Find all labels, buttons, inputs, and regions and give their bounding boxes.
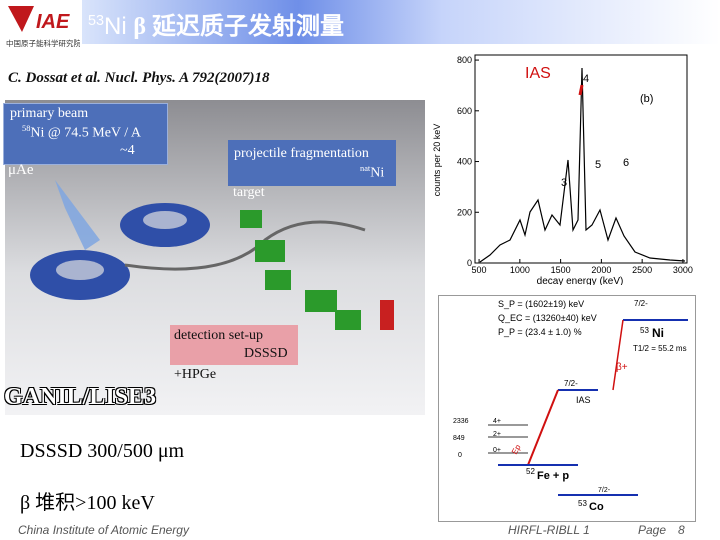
target-mass: nat	[360, 164, 371, 173]
target: target	[233, 185, 265, 200]
pp: P_P = (23.4 ± 1.0) %	[498, 327, 582, 337]
footer-institute: China Institute of Atomic Energy	[18, 523, 189, 537]
x-tick-label: 3000	[673, 265, 693, 275]
target-element: Ni	[370, 165, 385, 181]
detection: detection set-up	[174, 328, 264, 343]
parent: Ni	[652, 326, 664, 340]
y-tick-label: 200	[457, 207, 472, 217]
level-energy: 2336	[453, 418, 469, 425]
footer-page-label: Page	[638, 523, 667, 537]
y-tick-label: 800	[457, 55, 472, 65]
beam-current: ~4	[120, 143, 135, 158]
beta: β+	[616, 362, 628, 373]
final-mass: 53	[578, 499, 587, 508]
fragmentation: projectile fragmentation	[234, 146, 369, 161]
level-spin: 4+	[493, 418, 501, 425]
reference: C. Dossat et al. Nucl. Phys. A 792(2007)…	[8, 70, 270, 86]
primary-beam: primary beam	[10, 106, 89, 121]
svg-text:IAE: IAE	[36, 11, 70, 33]
footer-project: HIRFL-RIBLL 1	[508, 523, 590, 537]
ias-arrow	[578, 84, 584, 96]
qec: Q_EC = (13260±40) keV	[498, 313, 597, 323]
parent-spin: 7/2-	[634, 299, 648, 308]
sp: S_P = (1602±19) keV	[498, 299, 584, 309]
final-spin: 7/2-	[598, 487, 611, 494]
level-energy: 849	[453, 435, 465, 442]
title-element: Ni	[104, 13, 127, 40]
title-rest: β 延迟质子发射测量	[133, 14, 345, 40]
y-tick-label: 600	[457, 106, 472, 116]
level-energy: 0	[458, 452, 462, 459]
beam: 58Ni @ 74.5 MeV / A	[22, 124, 141, 142]
title-mass: 53	[88, 13, 105, 29]
x-tick-label: 500	[472, 265, 487, 275]
plot-frame	[474, 54, 688, 264]
logo-text: 中国原子能科学研究院	[6, 38, 80, 48]
title-bar	[82, 0, 442, 44]
level-spin: 2+	[493, 431, 501, 438]
peak-label: 4	[583, 73, 589, 85]
level-scheme-drawing: S_P = (1602±19) keV Q_EC = (13260±40) ke…	[453, 299, 688, 513]
level-spin: 0+	[493, 447, 501, 454]
dsssd: DSSSD	[244, 346, 288, 361]
ias-spin: 7/2-	[564, 379, 578, 388]
peak-label: 3	[561, 177, 567, 189]
x-tick-label: 2500	[632, 265, 652, 275]
detection-box	[170, 325, 298, 365]
footer-page: 8	[678, 523, 685, 537]
panel-label: (b)	[640, 93, 653, 105]
y-tick-label: 0	[467, 258, 472, 268]
target-material: natNi	[360, 164, 384, 182]
beam-unit: μAe	[8, 162, 34, 178]
facility: GANIL/LISE3	[4, 384, 157, 410]
bullet: DSSSD 300/500 μm	[20, 440, 185, 462]
level-scheme	[438, 295, 696, 522]
setup-drawing	[30, 180, 394, 330]
daughter: Fe + p	[537, 470, 569, 482]
beam-text: Ni @ 74.5 MeV / A	[30, 125, 142, 141]
beam-label-box	[3, 103, 168, 165]
half-life: T1/2 = 55.2 ms	[633, 344, 687, 353]
y-tick-label: 400	[457, 157, 472, 167]
x-tick-label: 2000	[591, 265, 611, 275]
title: 53Ni β 延迟质子发射测量	[88, 6, 344, 41]
title-bar-right	[442, 0, 720, 44]
x-tick-label: 1500	[551, 265, 571, 275]
x-axis-label: decay energy (keV)	[537, 276, 624, 285]
beam-mass: 58	[22, 124, 31, 133]
ep: Ep	[510, 443, 523, 456]
daughter-mass: 52	[526, 467, 535, 476]
peak-label: 6	[623, 157, 629, 169]
final: Co	[589, 501, 604, 513]
peak-label: 5	[595, 159, 601, 171]
fragmentation-box	[228, 140, 396, 186]
logo: IAE 中国原子能科学研究院	[6, 6, 80, 48]
ias-label: IAS	[525, 65, 551, 82]
spectrum: IAS (b) 3 4 5 6 decay energy (keV) count…	[432, 54, 693, 285]
x-tick-label: 1000	[510, 265, 530, 275]
ias: IAS	[576, 395, 591, 405]
parent-mass: 53	[640, 326, 649, 335]
spectrum-trace	[479, 67, 686, 263]
y-axis-label: counts per 20 keV	[432, 124, 442, 197]
bullet: β 堆积>100 keV	[20, 492, 155, 514]
hpge: +HPGe	[174, 367, 217, 382]
